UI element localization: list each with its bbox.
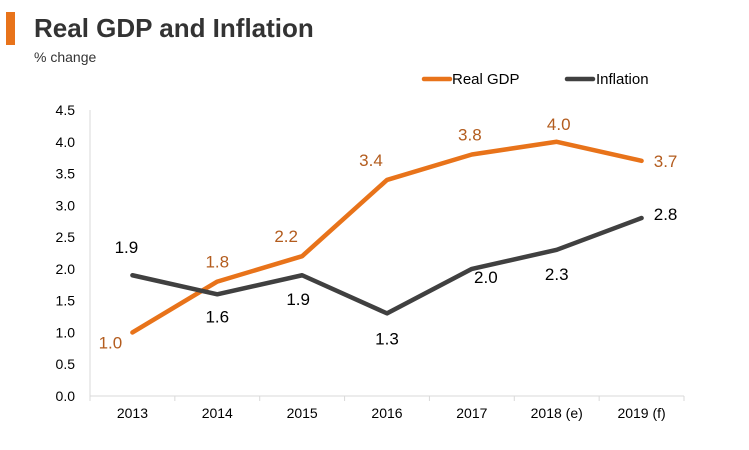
y-tick-label: 0.0 bbox=[56, 388, 76, 404]
chart-legend: Real GDP Inflation bbox=[421, 71, 649, 88]
data-label: 3.4 bbox=[359, 151, 383, 170]
data-label: 1.9 bbox=[286, 290, 310, 309]
data-label: 3.8 bbox=[458, 125, 482, 144]
data-label: 3.7 bbox=[654, 152, 678, 171]
data-label: 2.8 bbox=[654, 205, 678, 224]
y-tick-label: 3.0 bbox=[56, 197, 76, 213]
series-line-inflation bbox=[130, 215, 644, 316]
title-accent-bar bbox=[6, 12, 15, 45]
y-tick-label: 1.0 bbox=[56, 324, 76, 340]
data-label: 1.3 bbox=[375, 329, 399, 348]
x-tick-label: 2015 bbox=[287, 405, 318, 421]
y-tick-label: 0.5 bbox=[56, 356, 76, 372]
x-tick-label: 2014 bbox=[202, 405, 233, 421]
data-label: 1.0 bbox=[99, 333, 123, 352]
x-tick-label: 2013 bbox=[117, 405, 148, 421]
y-tick-label: 2.0 bbox=[56, 261, 76, 277]
y-tick-label: 4.5 bbox=[56, 102, 76, 118]
x-tick-label: 2016 bbox=[371, 405, 402, 421]
legend-label: Inflation bbox=[596, 71, 649, 88]
y-tick-label: 2.5 bbox=[56, 229, 76, 245]
data-label: 1.8 bbox=[205, 253, 229, 272]
chart-data-labels: 1.0 1.8 2.2 3.4 3.8 4.0 3.7 1.9 1.6 1.9 1.3 2.0 2.3 2… bbox=[99, 115, 678, 353]
data-label: 1.6 bbox=[205, 307, 229, 326]
data-label: 2.2 bbox=[274, 227, 298, 246]
chart-subtitle: % change bbox=[34, 49, 97, 65]
y-tick-label: 1.5 bbox=[56, 293, 76, 309]
x-tick-label: 2017 bbox=[456, 405, 487, 421]
chart-lines bbox=[130, 139, 644, 335]
chart-axes: 0.0 0.5 1.0 1.5 2.0 2.5 3.0 3.5 4.0 4.5 2013 2014 20… bbox=[56, 102, 685, 421]
chart-title: Real GDP and Inflation bbox=[34, 13, 314, 43]
legend-label: Real GDP bbox=[452, 71, 520, 88]
data-label: 1.9 bbox=[115, 238, 139, 257]
y-tick-label: 4.0 bbox=[56, 134, 76, 150]
data-label: 2.3 bbox=[545, 265, 569, 284]
x-tick-label: 2018 (e) bbox=[531, 405, 583, 421]
data-label: 4.0 bbox=[547, 115, 571, 134]
series-line-real-gdp bbox=[130, 139, 644, 335]
data-label: 2.0 bbox=[474, 268, 498, 287]
y-tick-label: 3.5 bbox=[56, 166, 76, 182]
x-tick-label: 2019 (f) bbox=[617, 405, 665, 421]
